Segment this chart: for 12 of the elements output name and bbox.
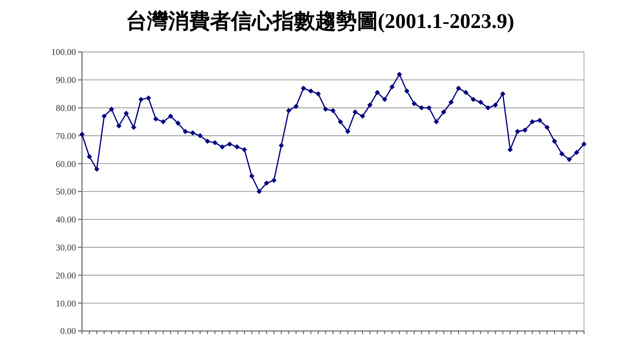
y-tick-label: 60.00 bbox=[56, 158, 76, 169]
y-tick-label: 30.00 bbox=[56, 242, 76, 252]
chart-title: 台灣消費者信心指數趨勢圖(2001.1-2023.9) bbox=[126, 9, 514, 33]
y-tick-label: 50.00 bbox=[56, 186, 76, 197]
y-tick-label: 0.00 bbox=[60, 326, 76, 336]
y-tick-label: 20.00 bbox=[56, 270, 76, 280]
y-tick-label: 90.00 bbox=[56, 75, 76, 86]
y-tick-label: 70.00 bbox=[56, 130, 76, 141]
y-tick-label: 100.00 bbox=[51, 47, 76, 58]
y-tick-label: 10.00 bbox=[56, 298, 76, 308]
y-tick-label: 40.00 bbox=[56, 214, 76, 225]
y-tick-label: 80.00 bbox=[56, 102, 76, 113]
